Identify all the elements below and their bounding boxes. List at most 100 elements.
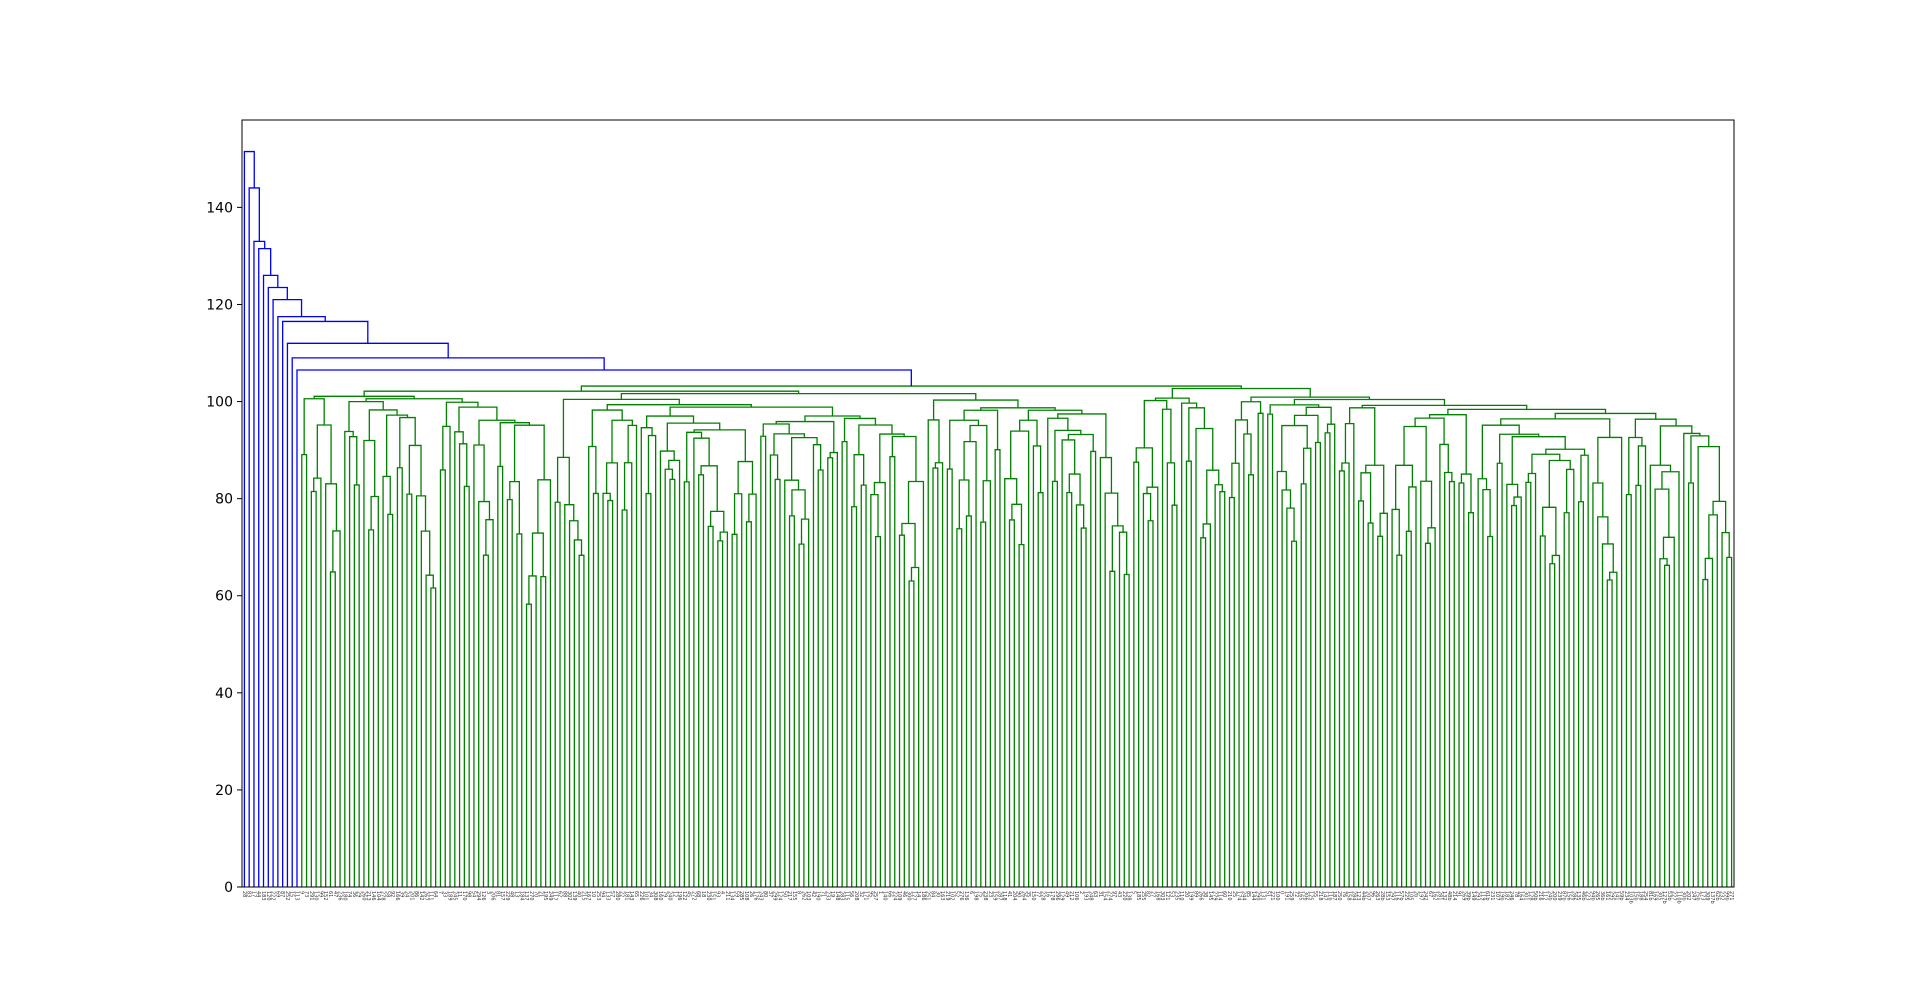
dendrogram-link [1061,439,1076,887]
leaf-label: 153 [1384,891,1390,901]
dendrogram-link [1181,402,1198,887]
dendrogram-link [602,492,611,887]
dendrogram-link [1487,535,1494,887]
leaf-label: 221 [1269,891,1275,901]
leaf-label: 75b [1695,891,1701,901]
dendrogram-link [1293,414,1319,443]
leaf-label: 157 [499,891,505,901]
dendrogram-link [386,414,409,477]
leaf-label: 10 [590,891,596,897]
dendrogram-link [1659,425,1693,466]
leaf-label: 236 [337,891,343,901]
dendrogram-link [303,398,325,455]
dendrogram-link [1133,461,1140,887]
y-tick-label: 40 [215,686,233,702]
dendrogram-link [774,478,781,887]
dendrogram-link [296,369,912,887]
leaf-label: 33 [442,891,448,897]
leaf-label: 91 [1456,891,1462,897]
leaf-label: 59 [733,891,739,897]
leaf-label: 262 [800,891,806,901]
leaf-label: 78 [1513,891,1519,897]
leaf-label: 297 [1389,891,1395,901]
dendrogram-link [1467,512,1475,887]
dendrogram-link [965,515,972,887]
leaf-label: 232 [1719,891,1725,901]
dendrogram-link [700,465,718,512]
dendrogram-link [707,525,714,887]
dendrogram-link [841,441,848,887]
leaf-label: 170 [461,891,467,901]
dendrogram-link [1481,424,1520,479]
leaf-label: 44 [255,891,261,897]
dendrogram-link [1563,512,1570,887]
leaf-label: 37 [767,891,773,897]
leaf-label: 176 [753,891,759,901]
dendrogram-link [605,462,619,887]
leaf-label: 171 [863,891,869,901]
leaf-label: 269 [1460,891,1466,901]
leaf-label: 65 [633,891,639,897]
leaf-label: 290 [1255,891,1261,901]
dendrogram-link [531,532,544,577]
dendrogram-link [1609,571,1618,887]
dendrogram-link [281,320,369,887]
dendrogram-link [907,480,925,887]
leaf-label: 190 [815,891,821,901]
leaf-label: 19 [829,891,835,897]
leaf-label: 188 [1637,891,1643,901]
leaf-label: 161 [1604,891,1610,901]
dendrogram-link [313,395,415,399]
axes-frame [241,119,1735,888]
dendrogram-link [253,240,266,887]
leaf-label: 267 [423,891,429,901]
leaf-label: 287 [996,891,1002,901]
leaf-label: 309 [1704,891,1710,901]
leaf-label: 89 [1193,891,1199,897]
dendrogram-link [647,434,657,887]
leaf-label: 107 [1494,891,1500,901]
dendrogram-link [927,419,940,887]
leaf-label: 158 [1346,891,1352,901]
dendrogram-link [568,520,579,887]
dendrogram-link [1551,554,1561,887]
dendrogram-link [1477,478,1488,887]
dendrogram-link [370,495,379,887]
dendrogram-link [1357,500,1365,887]
dendrogram-link [1539,535,1546,887]
leaf-label: 108 [743,891,749,901]
dendrogram-link [889,456,896,887]
dendrogram-link [1202,523,1212,887]
leaf-label: 120 [265,891,271,901]
leaf-label: 206 [490,891,496,901]
leaf-label: 249 [547,891,553,901]
dendrogram-link [425,574,434,887]
dendrogram-link [1659,558,1668,887]
leaf-label: 2b [1412,891,1418,897]
leaf-label: 248 [1087,891,1093,901]
leaf-label: 76 [1341,891,1347,897]
leaf-label: 114 [1216,891,1222,901]
dendrogram-link [769,454,779,887]
leaf-label: 39 [399,891,405,897]
leaf-label: 51 [1264,891,1270,897]
dendrogram-link [1032,445,1042,887]
dendrogram-link [1068,473,1081,505]
dendrogram-link [1147,520,1154,887]
leaf-label: 191 [1283,891,1289,901]
dendrogram-link [1637,445,1647,887]
leaf-label: 280 [614,891,620,901]
leaf-label: 196 [676,891,682,901]
leaf-label: 41 [1006,891,1012,897]
leaf-label: 238 [982,891,988,901]
leaf-label: 145 [1207,891,1213,901]
leaf-label: 116 [1393,891,1399,901]
dendrogram-link [1525,481,1532,887]
leaf-label: 186 [920,891,926,901]
leaf-label: 56 [848,891,854,897]
leaf-label: 242 [1422,891,1428,901]
dendrogram-link [1341,462,1350,887]
leaf-label: 52 [953,891,959,897]
dendrogram-link [1142,492,1152,887]
leaf-label: 62b [1714,891,1720,901]
